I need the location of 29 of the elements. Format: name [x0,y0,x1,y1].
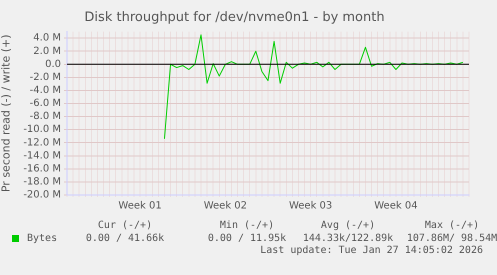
y-tick-label: -16.0 M [23,163,61,174]
y-axis-title: Pr second read (-) / write (+) [0,34,12,192]
text: Min (-/+) [220,220,274,231]
x-tick-label: Week 02 [204,200,248,212]
y-tick-label: -10.0 M [23,124,61,136]
text: 0.00 / 41.66k [86,233,164,244]
y-tick-label: -2.0 M [30,72,61,83]
text: Avg (-/+) [320,220,376,231]
text: Cur (-/+) [98,220,152,231]
chart-title: Disk throughput for /dev/nvme0n1 - by month [84,10,385,26]
y-tick-label: -4.0 M [30,85,61,96]
x-tick-label: Week 01 [118,200,162,212]
text: Max (-/+) [424,220,480,231]
text: 107.86M/ 98.54M [406,233,497,244]
y-tick-label: 0.0 [45,58,61,70]
y-tick-label: -20.0 M [23,190,61,201]
text: 0.00 / 11.95k [208,233,286,244]
text: 144.33k/122.89k [302,233,394,244]
y-tick-label: 2.0 M [33,46,61,57]
legend-label: Bytes [26,233,58,244]
y-tick-label: -18.0 M [23,176,61,188]
text: Last update: Tue Jan 27 14:05:02 2026 [260,245,483,256]
y-tick-label: -8.0 M [30,111,61,122]
y-tick-label: -6.0 M [30,98,61,110]
x-tick-label: Week 03 [288,200,332,212]
y-tick-label: 4.0 M [33,32,61,44]
x-tick-label: Week 04 [374,200,418,212]
y-tick-label: -14.0 M [23,150,61,162]
y-tick-label: -12.0 M [23,137,61,148]
